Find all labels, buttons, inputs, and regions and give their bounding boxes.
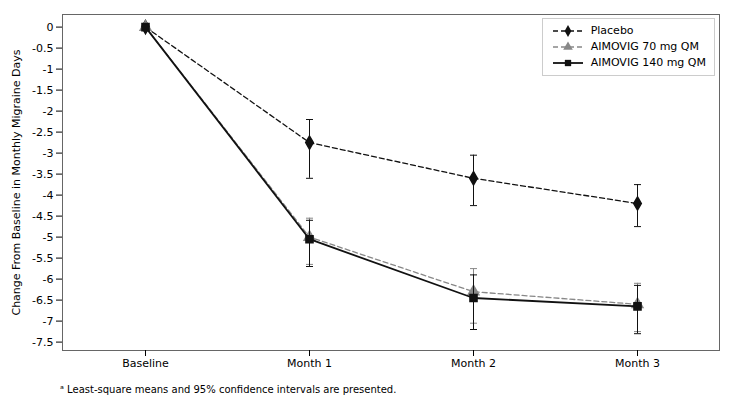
svg-text:-7.5: -7.5 — [32, 336, 53, 349]
svg-text:-7: -7 — [43, 315, 54, 328]
svg-text:-0.5: -0.5 — [32, 42, 53, 55]
svg-text:-4.5: -4.5 — [32, 210, 53, 223]
svg-text:-1.5: -1.5 — [32, 84, 53, 97]
svg-text:Baseline: Baseline — [122, 357, 169, 370]
svg-text:-6: -6 — [43, 273, 54, 286]
svg-text:-3.5: -3.5 — [32, 168, 53, 181]
svg-text:Change From Baseline in Monthl: Change From Baseline in Monthly Migraine… — [10, 49, 23, 315]
html-text:ᵃ Least-square means and 95% c: ᵃ Least-square means and 95% confidence … — [60, 384, 397, 395]
svg-text:-5: -5 — [43, 231, 54, 244]
svg-text:-2: -2 — [43, 105, 54, 118]
html-text:AIMOVIG 140 mg QM: AIMOVIG 140 mg QM — [590, 56, 706, 69]
svg-text:0: 0 — [47, 21, 54, 34]
svg-text:-6.5: -6.5 — [32, 294, 53, 307]
svg-text:Month 2: Month 2 — [451, 357, 496, 370]
svg-text:-1: -1 — [43, 63, 54, 76]
svg-text:Month 3: Month 3 — [615, 357, 660, 370]
svg-text:-5.5: -5.5 — [32, 252, 53, 265]
html-text:AIMOVIG 70 mg QM: AIMOVIG 70 mg QM — [590, 40, 699, 53]
svg-text:-3: -3 — [43, 147, 54, 160]
svg-text:-4: -4 — [43, 189, 54, 202]
html-text:Placebo: Placebo — [590, 24, 634, 37]
svg-text:Month 1: Month 1 — [287, 357, 332, 370]
svg-text:-2.5: -2.5 — [32, 126, 53, 139]
